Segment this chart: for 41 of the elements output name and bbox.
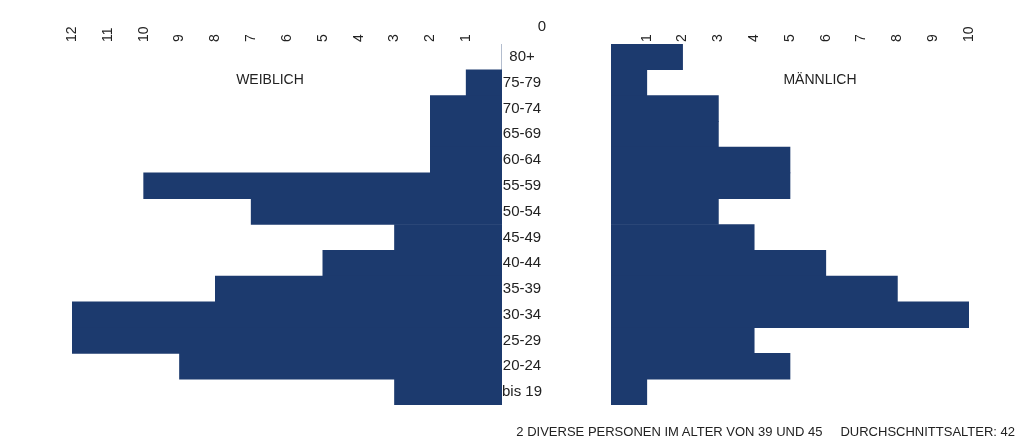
text: DURCHSCHNITTSALTER: 42 <box>840 424 1015 439</box>
x-tick-label: 8 <box>888 34 905 42</box>
x-tick-label: 4 <box>349 34 366 42</box>
y-tick-label: 80+ <box>509 47 535 65</box>
y-tick-label: 40-44 <box>502 253 542 271</box>
x-tick-label: 9 <box>170 34 187 42</box>
y-tick-label: 50-54 <box>502 201 542 219</box>
text: 0 <box>537 17 547 35</box>
x-tick-label: 4 <box>745 34 762 42</box>
x-tick-label: 3 <box>709 34 726 42</box>
text: WEIBLICH <box>236 70 304 87</box>
y-tick-label: bis 19 <box>502 382 543 400</box>
x-tick-label: 6 <box>277 34 294 42</box>
y-tick-label: 35-39 <box>502 279 542 297</box>
x-tick-label: 11 <box>98 27 115 42</box>
x-tick-label: 5 <box>780 34 797 42</box>
x-tick-label: 7 <box>242 34 259 42</box>
y-tick-label: 55-59 <box>502 175 542 193</box>
text: 2 DIVERSE PERSONEN IM ALTER VON 39 UND 45 <box>516 424 823 439</box>
x-tick-label: 8 <box>206 34 223 42</box>
x-tick-label: 3 <box>385 34 402 42</box>
x-tick-label: 6 <box>816 34 833 42</box>
x-tick-label: 2 <box>673 34 690 42</box>
x-tick-label: 5 <box>313 34 330 42</box>
y-tick-label: 75-79 <box>502 72 542 90</box>
x-tick-label: 12 <box>62 26 79 42</box>
x-tick-label: 7 <box>852 34 869 42</box>
y-tick-label: 45-49 <box>502 227 542 245</box>
x-tick-label: 2 <box>421 34 438 42</box>
y-tick-label: 70-74 <box>502 98 542 116</box>
x-tick-label: 10 <box>959 26 976 42</box>
x-tick-label: 1 <box>637 34 654 42</box>
y-tick-label: 65-69 <box>502 124 542 142</box>
y-tick-label: 20-24 <box>502 356 542 374</box>
text: MÄNNLICH <box>783 70 857 87</box>
x-tick-label: 1 <box>457 34 474 42</box>
y-tick-label: 30-34 <box>502 304 542 322</box>
y-tick-label: 25-29 <box>502 330 542 348</box>
y-tick-label: 60-64 <box>502 150 542 168</box>
x-tick-label: 9 <box>924 34 941 42</box>
x-tick-label: 10 <box>134 26 151 42</box>
